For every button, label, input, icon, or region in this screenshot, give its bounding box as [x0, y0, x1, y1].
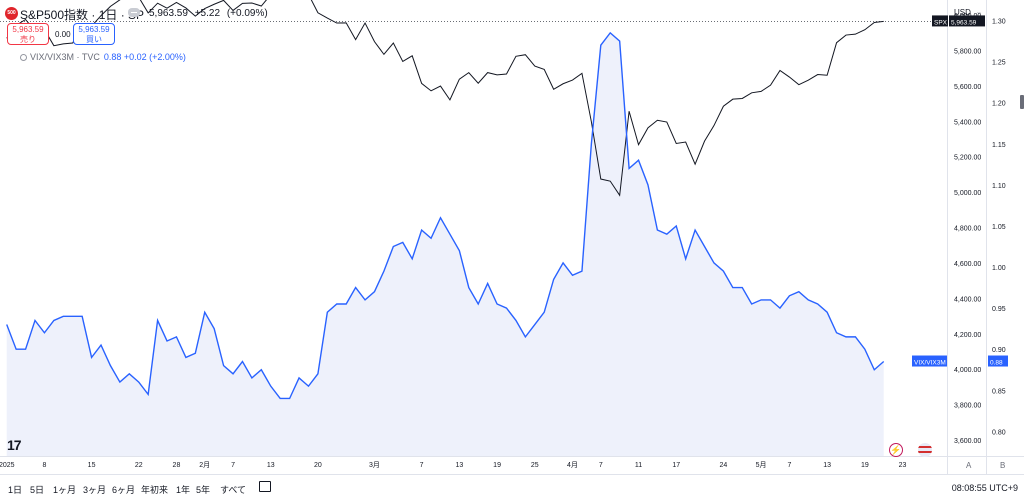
left-axis-tick: 5,000.00: [954, 190, 981, 197]
tradingview-logo-icon[interactable]: 17: [7, 437, 21, 453]
chart-canvas[interactable]: 6,000.005,800.005,600.005,400.005,200.00…: [0, 0, 1024, 474]
x-axis-tick: 7: [599, 462, 603, 469]
x-axis-tick: 7: [787, 462, 791, 469]
right-axis-tick: 0.95: [992, 306, 1006, 313]
right-axis-tick: 1.25: [992, 60, 1006, 67]
right-axis-tick: 0.90: [992, 347, 1006, 354]
range-1y-button[interactable]: 1年: [176, 483, 190, 496]
date-range-icon[interactable]: [259, 481, 271, 492]
left-axis-tick: 4,000.00: [954, 367, 981, 374]
buy-button[interactable]: 5,963.59 買い: [73, 23, 115, 45]
sell-label: 売り: [8, 35, 48, 45]
collapse-legend-icon[interactable]: [128, 8, 140, 17]
overlay-legend[interactable]: VIX/VIX3M · TVC 0.88 +0.02 (+2.00%): [20, 52, 186, 62]
currency-selector[interactable]: USD: [954, 8, 971, 17]
sell-button[interactable]: 5,963.59 売り: [7, 23, 49, 45]
left-axis-tick: 3,800.00: [954, 403, 981, 410]
price-change: +5.22: [195, 8, 220, 19]
overlay-value: 0.88 +0.02 (+2.00%): [104, 52, 186, 62]
chart-legend: 500 S&P500指数 · 1日 · SP 5,963.59 +5.22 (+…: [0, 0, 940, 70]
right-axis-tick: 1.05: [992, 224, 1006, 231]
symbol-title[interactable]: S&P500指数 · 1日 · SP: [20, 6, 144, 23]
x-axis-tick: 23: [899, 462, 907, 469]
range-all-button[interactable]: すべて: [220, 483, 246, 496]
x-axis-tick: 7: [231, 462, 235, 469]
spx-price-tag-value: 5,963.59: [951, 19, 977, 26]
left-axis-tick: 5,800.00: [954, 48, 981, 55]
range-5d-button[interactable]: 5日: [30, 483, 44, 496]
range-6m-button[interactable]: 6ヶ月: [112, 483, 135, 496]
right-axis-tick: 1.10: [992, 183, 1006, 190]
vix-symbol-tag-label: VIX/VIX3M: [914, 360, 946, 367]
x-axis-tick: 13: [267, 462, 275, 469]
price-readout: 5,963.59 +5.22 (+0.09%): [149, 8, 272, 19]
clock[interactable]: 08:08:55 UTC+9: [952, 483, 1018, 493]
price-change-pct: (+0.09%): [227, 8, 268, 19]
x-axis-tick: 19: [861, 462, 869, 469]
range-1d-button[interactable]: 1日: [8, 483, 22, 496]
x-axis-tick: 22: [135, 462, 143, 469]
x-axis-tick: 11: [635, 462, 642, 469]
left-axis-tick: 4,800.00: [954, 226, 981, 233]
x-axis-tick: 13: [823, 462, 831, 469]
x-axis-tick: 4月: [567, 461, 578, 469]
x-axis-tick: 7: [420, 462, 424, 469]
x-axis-tick: 8: [42, 462, 46, 469]
x-axis-tick: 19: [493, 462, 501, 469]
x-axis-tick: 13: [455, 462, 463, 469]
auto-scale-button[interactable]: A: [966, 461, 971, 470]
left-axis-tick: 5,400.00: [954, 119, 981, 126]
x-axis-tick: 3月: [369, 461, 380, 469]
left-axis-tick: 4,200.00: [954, 332, 981, 339]
spread-value: 0.00: [55, 30, 71, 39]
buy-label: 買い: [74, 35, 114, 45]
right-axis-tick: 1.00: [992, 265, 1006, 272]
x-axis-tick: 20: [314, 462, 322, 469]
x-axis-tick: 15: [88, 462, 96, 469]
us-flag-event-icon[interactable]: [918, 443, 932, 457]
flash-event-icon[interactable]: ⚡: [889, 443, 903, 457]
vix-area-fill: [7, 33, 884, 456]
left-axis-tick: 5,200.00: [954, 155, 981, 162]
sp500-logo-icon: 500: [5, 7, 18, 20]
axis-b-button[interactable]: B: [1000, 461, 1005, 470]
right-axis-tick: 1.20: [992, 101, 1006, 108]
right-axis-tick: 0.85: [992, 388, 1006, 395]
left-axis-tick: 4,400.00: [954, 296, 981, 303]
sell-price: 5,963.59: [8, 25, 48, 35]
x-axis-tick: 25: [531, 462, 539, 469]
x-axis-tick: 24: [719, 462, 727, 469]
range-ytd-button[interactable]: 年初来: [141, 483, 168, 496]
bottom-toolbar: 1日 5日 1ヶ月 3ヶ月 6ヶ月 年初来 1年 5年 すべて 08:08:55…: [0, 474, 1024, 502]
right-axis-tick: 0.80: [992, 429, 1006, 436]
x-axis-tick: 2025: [0, 462, 15, 469]
left-axis-tick: 3,600.00: [954, 438, 981, 445]
x-axis-tick: 17: [672, 462, 680, 469]
range-1m-button[interactable]: 1ヶ月: [53, 483, 76, 496]
buy-price: 5,963.59: [74, 25, 114, 35]
range-3m-button[interactable]: 3ヶ月: [83, 483, 106, 496]
right-panel-handle[interactable]: [1020, 95, 1024, 109]
right-axis-tick: 1.15: [992, 142, 1006, 149]
overlay-symbol: VIX/VIX3M · TVC: [30, 52, 100, 62]
chevron-down-icon[interactable]: ⌄: [976, 8, 982, 16]
visibility-dot-icon[interactable]: [20, 54, 27, 61]
right-axis-tick: 1.30: [992, 19, 1006, 26]
x-axis-tick: 5月: [756, 461, 767, 469]
left-axis-tick: 5,600.00: [954, 84, 981, 91]
last-price: 5,963.59: [149, 8, 188, 19]
left-axis-tick: 4,600.00: [954, 261, 981, 268]
x-axis-tick: 2月: [199, 461, 210, 469]
range-5y-button[interactable]: 5年: [196, 483, 210, 496]
vix-price-tag-value: 0.88: [990, 360, 1003, 367]
x-axis-tick: 28: [173, 462, 181, 469]
